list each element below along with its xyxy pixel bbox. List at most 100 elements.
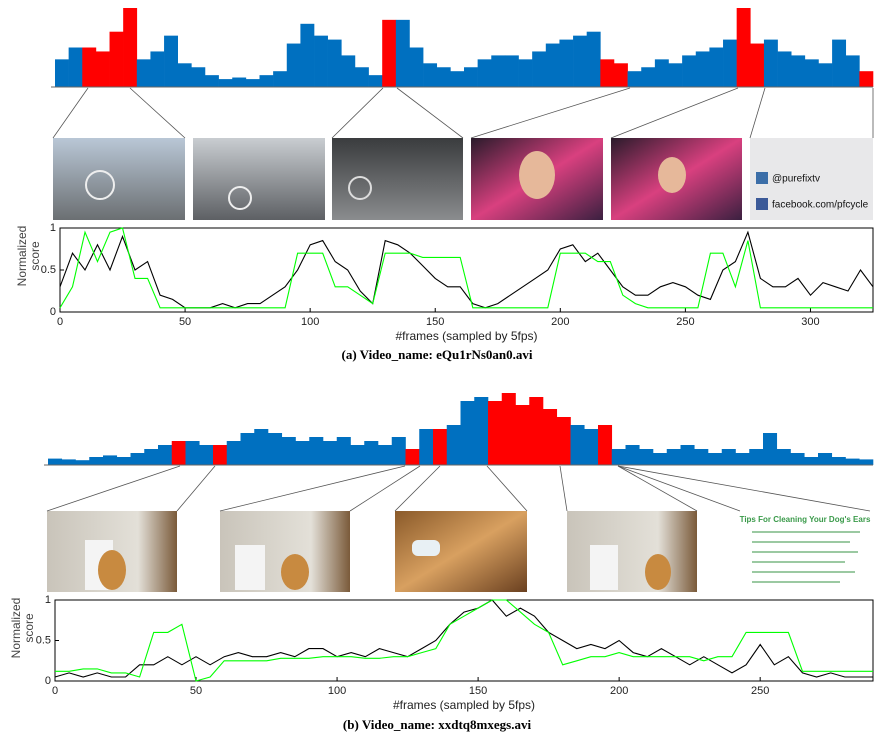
bar bbox=[48, 458, 63, 465]
x-axis-label: #frames (sampled by 5fps) bbox=[395, 329, 537, 343]
thumbnail bbox=[567, 511, 697, 592]
bar bbox=[130, 453, 145, 465]
bar bbox=[666, 449, 681, 465]
bar bbox=[423, 63, 438, 87]
bar bbox=[584, 429, 599, 465]
bar bbox=[240, 433, 255, 465]
bar bbox=[831, 457, 846, 465]
line-series bbox=[55, 599, 873, 682]
bar bbox=[611, 449, 626, 465]
thumbnail-text: facebook.com/pfcycle bbox=[772, 200, 869, 211]
connector bbox=[129, 87, 186, 139]
bar bbox=[763, 39, 778, 87]
line-series bbox=[59, 227, 873, 309]
bar bbox=[598, 425, 613, 465]
bar bbox=[419, 429, 434, 465]
connector bbox=[610, 87, 739, 139]
connector bbox=[617, 465, 741, 512]
x-axis-label: #frames (sampled by 5fps) bbox=[393, 698, 535, 712]
bar bbox=[723, 39, 737, 87]
bar bbox=[341, 55, 356, 87]
bar bbox=[123, 8, 138, 87]
bar bbox=[653, 453, 668, 465]
bar bbox=[350, 445, 365, 465]
thumbnail-text: Tips For Cleaning Your Dog's Ears bbox=[740, 515, 871, 524]
y-tick-label: 1 bbox=[45, 594, 51, 606]
dog bbox=[281, 554, 309, 590]
bar bbox=[323, 441, 338, 465]
connector bbox=[617, 465, 871, 512]
connector bbox=[617, 465, 698, 512]
connector bbox=[52, 87, 89, 139]
bar bbox=[832, 39, 847, 87]
bar bbox=[777, 51, 792, 87]
bar bbox=[300, 23, 315, 87]
connector bbox=[396, 87, 464, 139]
connector bbox=[394, 465, 441, 512]
connector bbox=[176, 465, 216, 512]
text-lines bbox=[752, 531, 860, 583]
bar bbox=[600, 59, 615, 87]
bar bbox=[488, 401, 503, 465]
bar bbox=[845, 458, 860, 465]
bar bbox=[804, 457, 819, 465]
icon bbox=[756, 172, 768, 184]
bar bbox=[436, 67, 451, 87]
bar bbox=[259, 75, 274, 87]
face bbox=[519, 151, 555, 199]
x-tick-label: 0 bbox=[57, 316, 63, 328]
bar bbox=[586, 31, 601, 87]
wheel bbox=[228, 186, 252, 210]
caption: (a) Video_name: eQu1rNs0an0.avi bbox=[341, 347, 532, 362]
y-tick-label: 0 bbox=[45, 675, 51, 687]
x-tick-label: 0 bbox=[52, 685, 58, 697]
dog bbox=[98, 550, 126, 590]
bar bbox=[474, 397, 489, 465]
bar bbox=[82, 47, 97, 87]
bar bbox=[625, 445, 640, 465]
bar bbox=[613, 63, 628, 87]
plot-frame bbox=[59, 227, 874, 313]
x-tick-label: 250 bbox=[751, 685, 769, 697]
connector bbox=[46, 465, 181, 512]
bar bbox=[273, 71, 288, 87]
bar bbox=[177, 63, 192, 87]
bar bbox=[446, 425, 461, 465]
thumbnails-b: Tips For Cleaning Your Dog's Ears bbox=[47, 511, 871, 592]
bar bbox=[639, 449, 654, 465]
bar bbox=[364, 441, 379, 465]
bar bbox=[695, 51, 710, 87]
bar bbox=[213, 445, 228, 465]
bar bbox=[116, 457, 131, 465]
bar bbox=[570, 425, 585, 465]
bar bbox=[654, 59, 669, 87]
bar bbox=[109, 31, 124, 87]
bar bbox=[218, 79, 233, 87]
connector bbox=[470, 87, 631, 139]
y-tick-label: 0.5 bbox=[41, 264, 56, 276]
bar bbox=[749, 449, 764, 465]
bar bbox=[61, 459, 76, 465]
bar bbox=[708, 453, 723, 465]
bar bbox=[171, 441, 186, 465]
wheel bbox=[85, 170, 115, 200]
bar bbox=[680, 445, 695, 465]
bar bbox=[391, 437, 406, 465]
bar bbox=[254, 429, 269, 465]
connector bbox=[331, 87, 384, 139]
bar bbox=[314, 35, 328, 87]
bar bbox=[268, 433, 283, 465]
bar bbox=[68, 47, 83, 87]
bar bbox=[529, 397, 544, 465]
x-tick-label: 50 bbox=[179, 316, 191, 328]
bar bbox=[368, 75, 383, 87]
bar bbox=[395, 19, 410, 88]
x-tick-label: 200 bbox=[610, 685, 628, 697]
connector bbox=[349, 465, 421, 512]
bar bbox=[409, 47, 424, 87]
bar bbox=[682, 55, 697, 87]
bar bbox=[518, 59, 533, 87]
thumbnail bbox=[332, 138, 463, 220]
bar bbox=[477, 59, 492, 87]
